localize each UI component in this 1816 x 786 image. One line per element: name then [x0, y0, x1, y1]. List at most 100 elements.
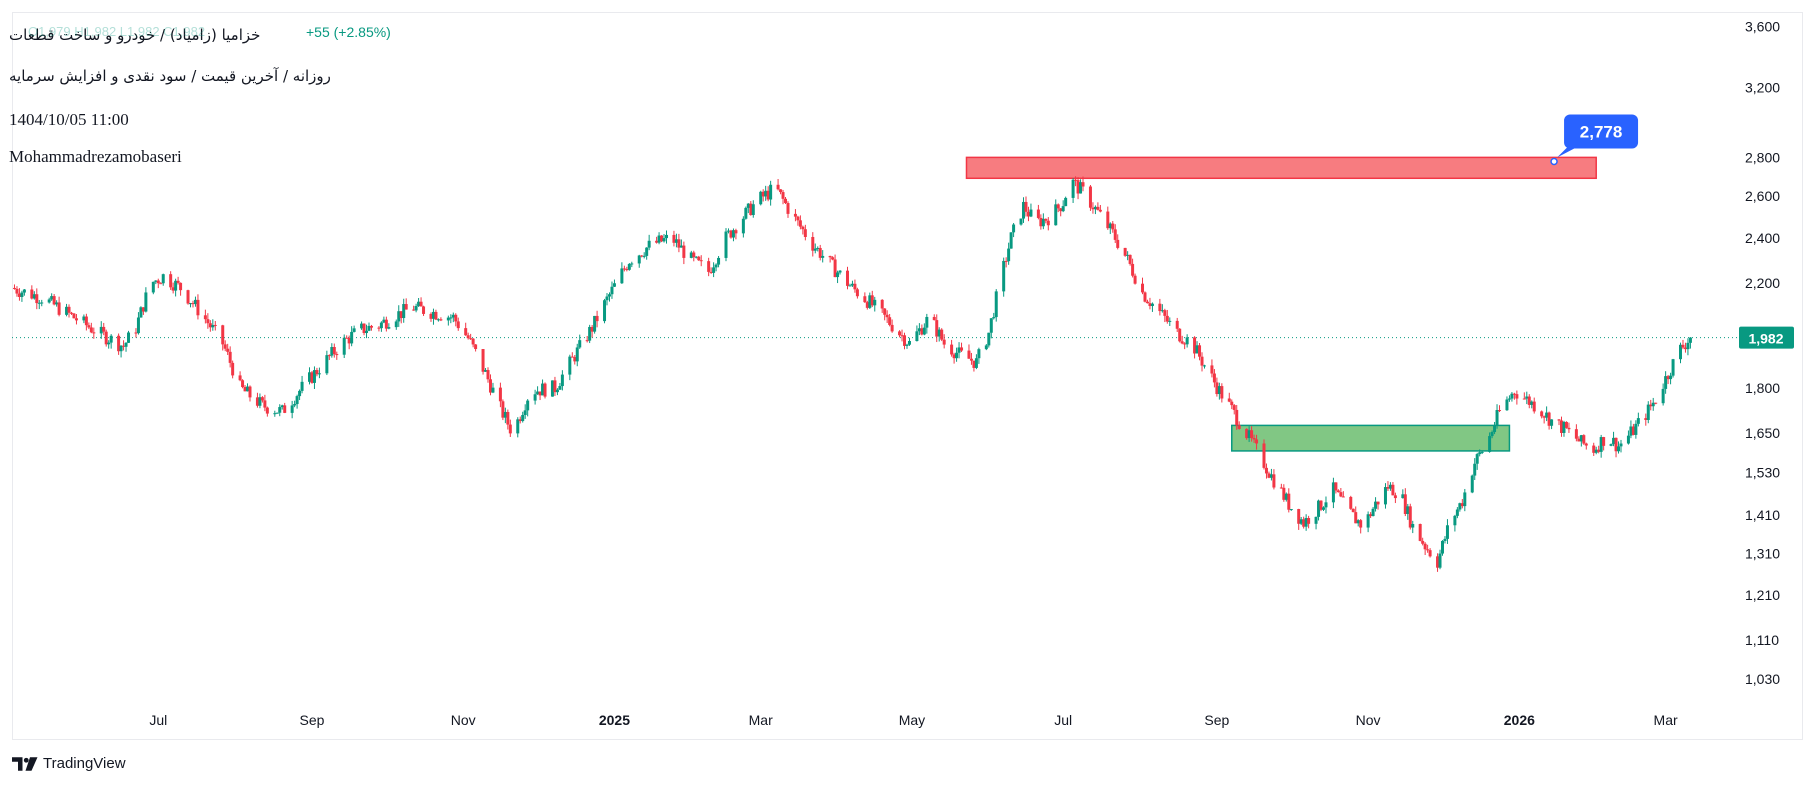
x-tick-label: Jul: [149, 712, 167, 728]
candle: [37, 299, 41, 310]
candle-body: [1230, 401, 1234, 406]
candle: [22, 289, 26, 296]
candle: [228, 346, 232, 368]
candle: [595, 310, 599, 328]
candle: [335, 351, 339, 360]
candle: [429, 312, 433, 322]
candle: [593, 315, 597, 334]
candle-body: [1512, 393, 1516, 395]
candle: [360, 321, 364, 330]
candle-body: [518, 419, 522, 422]
candle: [1036, 204, 1040, 220]
candle-body: [989, 318, 993, 333]
candle: [848, 283, 852, 287]
candle: [1354, 506, 1358, 524]
candle-body: [1074, 179, 1078, 181]
candle-body: [1493, 425, 1497, 433]
candle-body: [451, 314, 455, 318]
candle-body: [622, 268, 626, 270]
candle-body: [1678, 344, 1682, 360]
candle-body: [488, 379, 492, 393]
candle-body: [905, 344, 909, 346]
candle-body: [568, 356, 572, 375]
candle: [984, 344, 988, 351]
candle-body: [491, 387, 495, 393]
candle: [243, 385, 247, 392]
candle: [1012, 222, 1016, 238]
candle-body: [873, 299, 877, 306]
candle-body: [1143, 292, 1147, 302]
candle-body: [1393, 495, 1397, 499]
candle: [1185, 334, 1189, 348]
candle: [1019, 218, 1023, 226]
candle: [796, 215, 800, 226]
candle-body: [1371, 508, 1375, 517]
candle: [610, 281, 614, 299]
candle: [189, 302, 193, 308]
candle-body: [627, 264, 631, 270]
candle: [139, 306, 143, 318]
candle-body: [1460, 503, 1464, 507]
candle: [70, 311, 74, 315]
candle-body: [1634, 423, 1638, 435]
candle: [1475, 452, 1479, 470]
candle: [1061, 200, 1065, 213]
candle-body: [1374, 501, 1378, 509]
candle: [488, 374, 492, 396]
candle-body: [1349, 496, 1353, 509]
candle: [347, 335, 351, 350]
candle: [1498, 405, 1502, 413]
candle: [1299, 516, 1303, 526]
candle: [362, 323, 366, 336]
candle-body: [1594, 449, 1598, 453]
candle-body: [836, 272, 840, 278]
candle: [464, 322, 468, 336]
candle: [550, 380, 554, 397]
candle-body: [419, 301, 423, 307]
candle: [1007, 242, 1011, 265]
candle: [474, 344, 478, 352]
candle-body: [1356, 520, 1360, 524]
candle: [290, 400, 294, 419]
candle: [880, 299, 884, 313]
candle-body: [1093, 206, 1097, 210]
candle: [1088, 184, 1092, 211]
candle: [712, 262, 716, 278]
candle-body: [350, 331, 354, 344]
candle-body: [1262, 443, 1266, 468]
candle-body: [868, 295, 872, 308]
candle-body: [484, 370, 488, 372]
candle-body: [1108, 223, 1112, 229]
tradingview-brand[interactable]: TradingView: [12, 755, 126, 772]
candle: [1530, 400, 1534, 409]
candle-body: [915, 331, 919, 341]
candle-body: [637, 255, 641, 264]
candle: [1324, 496, 1328, 514]
candle-body: [972, 360, 976, 368]
candle-body: [1629, 426, 1633, 436]
candle: [15, 286, 19, 297]
candle: [1215, 377, 1219, 397]
candle: [516, 417, 520, 438]
candle: [191, 300, 195, 308]
candle-body: [104, 331, 108, 345]
candle-body: [1046, 220, 1050, 226]
candle-body: [196, 299, 200, 316]
candle-body: [1646, 404, 1650, 420]
candle-body: [280, 405, 284, 408]
candle-body: [751, 204, 755, 216]
candle: [1428, 548, 1432, 558]
candle: [283, 402, 287, 414]
candle: [776, 179, 780, 191]
candle-body: [969, 358, 973, 361]
candle: [144, 287, 148, 313]
candle: [1443, 536, 1447, 544]
candle-body: [404, 304, 408, 310]
candle: [1602, 436, 1606, 451]
candle-body: [124, 342, 128, 347]
candle-body: [238, 375, 242, 381]
candle: [1557, 419, 1561, 426]
candle-body: [536, 391, 540, 395]
candle-body: [1507, 398, 1511, 400]
